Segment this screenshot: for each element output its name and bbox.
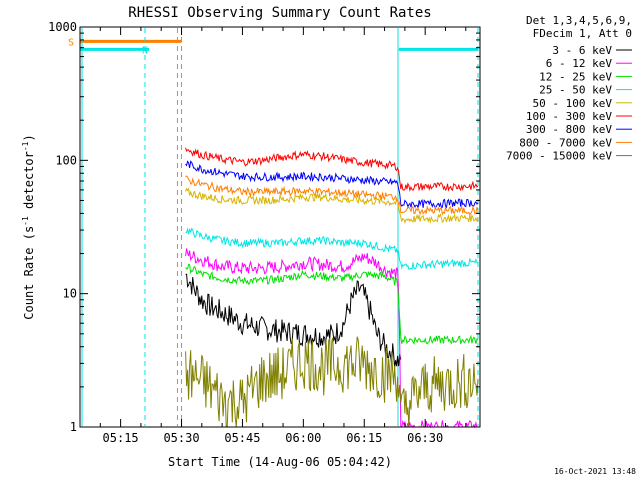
plot-frame <box>79 26 481 428</box>
legend-label-5: 100 - 300 keV <box>526 110 612 123</box>
series-line-1 <box>185 248 478 429</box>
y-axis-label-sup1: -1 <box>21 216 30 226</box>
legend-header-line-2: FDecim 1, Att 0 <box>533 27 632 40</box>
timestamp: 16-Oct-2021 13:48 <box>554 467 636 476</box>
series-line-6 <box>185 160 479 210</box>
legend-label-0: 3 - 6 keV <box>552 44 612 57</box>
y-axis-label-main: Count Rate (s <box>22 226 36 320</box>
series-line-2 <box>185 263 479 345</box>
y-tick-label-2: 100 <box>55 153 77 167</box>
x-tick-label-2: 05:45 <box>224 431 260 445</box>
y-tick-label-0: 1 <box>70 420 77 434</box>
legend-label-8: 7000 - 15000 keV <box>506 150 612 163</box>
flag-label-0: S <box>68 37 74 48</box>
series-line-8 <box>185 336 479 428</box>
legend-label-1: 6 - 12 keV <box>546 57 613 70</box>
x-tick-label-5: 06:30 <box>407 431 443 445</box>
legend-label-7: 800 - 7000 keV <box>519 136 612 149</box>
series-line-5 <box>185 147 479 192</box>
legend-label-6: 300 - 800 keV <box>526 123 612 136</box>
series-line-4 <box>185 187 479 224</box>
y-axis-label: Count Rate (s-1 detector-1) <box>21 134 36 319</box>
x-tick-label-4: 06:15 <box>346 431 382 445</box>
y-tick-label-1: 10 <box>63 287 77 301</box>
series-line-0 <box>185 273 402 368</box>
series-layer <box>185 147 479 429</box>
x-tick-label-1: 05:30 <box>163 431 199 445</box>
x-axis-label: Start Time (14-Aug-06 05:04:42) <box>168 455 392 469</box>
legend-label-4: 50 - 100 keV <box>533 97 613 110</box>
y-tick-label-3: 1000 <box>48 20 77 34</box>
legend-label-2: 12 - 25 keV <box>539 70 612 83</box>
y-axis-label-sup2: -1 <box>21 141 30 151</box>
legend-header-line-1: Det 1,3,4,5,6,9, <box>526 14 632 27</box>
x-tick-label-0: 05:15 <box>103 431 139 445</box>
y-axis-label-mid: detector <box>22 151 36 216</box>
axis-tick-layer: 05:15 05:30 05:45 06:00 06:15 06:30 1 10 100 1000 <box>48 20 480 445</box>
x-tick-label-3: 06:00 <box>285 431 321 445</box>
series-line-3 <box>185 227 479 271</box>
y-axis-label-end: ) <box>22 134 36 141</box>
chart-title: RHESSI Observing Summary Count Rates <box>128 5 431 21</box>
series-line-7 <box>185 175 479 216</box>
legend-label-3: 25 - 50 keV <box>539 84 612 97</box>
marker-line-layer <box>81 28 479 426</box>
